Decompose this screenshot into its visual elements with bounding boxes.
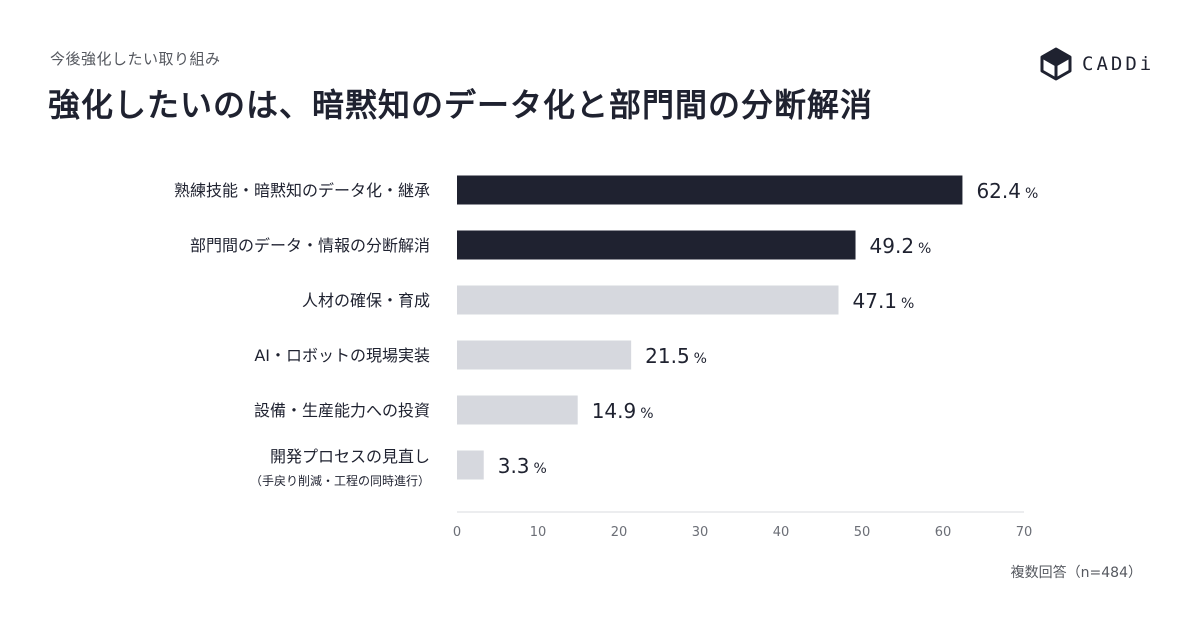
category-label: 設備・生産能力への投資 [254, 401, 430, 420]
x-tick-label: 50 [854, 525, 871, 540]
bar [457, 340, 632, 370]
value-number: 49.2 [870, 234, 915, 258]
value-unit: % [694, 351, 707, 367]
value-label: 14.9% [592, 399, 654, 423]
value-label: 62.4% [976, 179, 1038, 203]
category-label: 部門間のデータ・情報の分断解消 [190, 236, 430, 255]
chart-subtitle: 今後強化したい取り組み [50, 50, 221, 68]
category-label: 熟練技能・暗黙知のデータ化・継承 [174, 181, 430, 200]
category-sublabel: （手戻り削減・工程の同時進行） [250, 473, 430, 488]
caddi-logo: CADDi [1038, 46, 1154, 82]
bar [457, 450, 484, 480]
value-label: 49.2% [870, 234, 932, 258]
value-number: 14.9 [592, 399, 637, 423]
value-label: 21.5% [645, 344, 707, 368]
bar [457, 175, 963, 205]
logo-text: CADDi [1082, 53, 1155, 75]
value-unit: % [534, 461, 547, 477]
chart-title: 強化したいのは、暗黙知のデータ化と部門間の分断解消 [48, 86, 874, 124]
category-label: AI・ロボットの現場実装 [254, 346, 430, 365]
x-tick-label: 70 [1016, 525, 1033, 540]
value-unit: % [1025, 186, 1038, 202]
value-number: 47.1 [853, 289, 898, 313]
value-number: 21.5 [645, 344, 690, 368]
category-label: 人材の確保・育成 [302, 291, 430, 310]
x-tick-label: 0 [453, 525, 461, 540]
x-tick-label: 40 [773, 525, 790, 540]
bar [457, 395, 578, 425]
value-unit: % [918, 241, 931, 257]
value-label: 3.3% [498, 454, 547, 478]
bar [457, 285, 839, 315]
cube-icon [1040, 47, 1072, 81]
x-tick-label: 30 [692, 525, 709, 540]
x-tick-label: 10 [530, 525, 547, 540]
value-label: 47.1% [853, 289, 915, 313]
value-unit: % [901, 296, 914, 312]
value-number: 62.4 [976, 179, 1021, 203]
bar [457, 230, 856, 260]
x-tick-label: 20 [611, 525, 628, 540]
sample-note: 複数回答（n=484） [1010, 565, 1142, 581]
category-label: 開発プロセスの見直し [270, 447, 430, 466]
value-number: 3.3 [498, 454, 530, 478]
value-unit: % [640, 406, 653, 422]
x-tick-label: 60 [935, 525, 952, 540]
